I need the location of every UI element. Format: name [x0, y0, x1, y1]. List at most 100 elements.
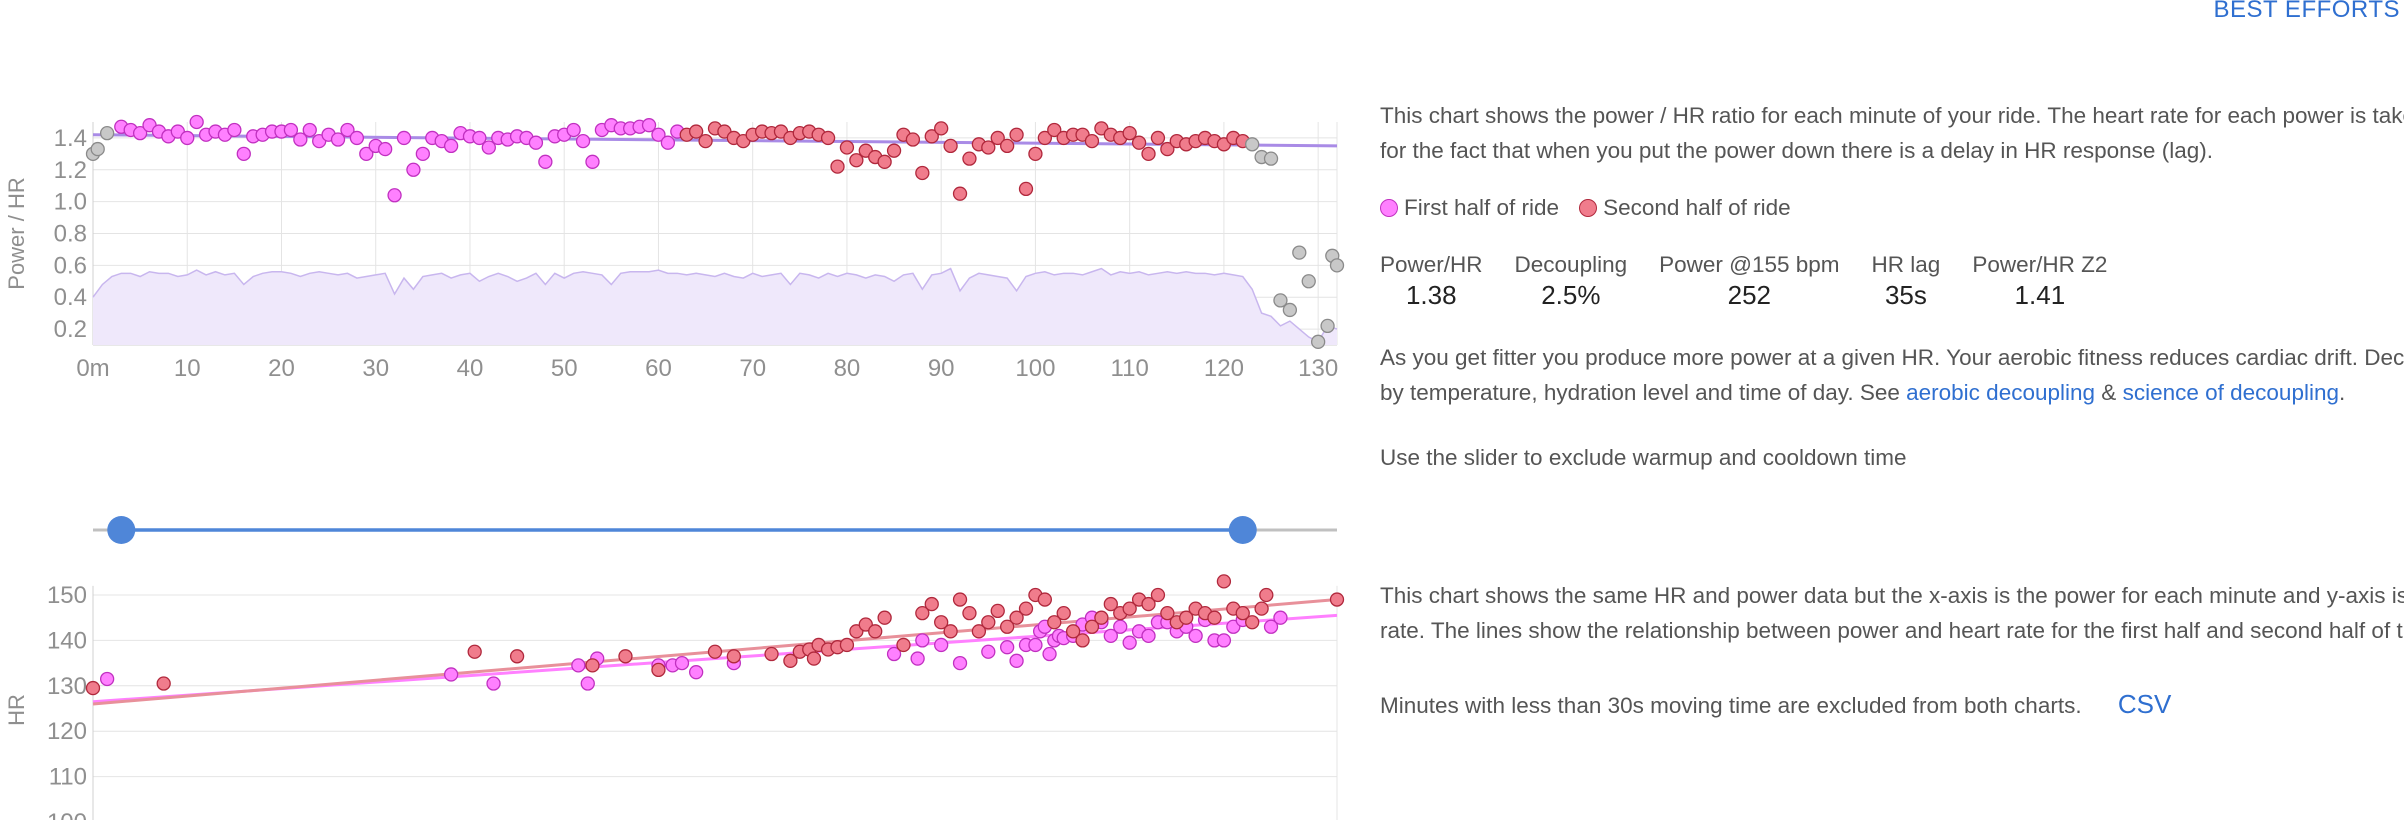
x-tick-label: 120: [1204, 355, 1244, 382]
first-half-point: [302, 122, 317, 138]
scatter-description: This chart shows the same HR and power d…: [1380, 583, 2404, 608]
first-half-point: [981, 644, 996, 659]
first-half-point: [952, 655, 968, 671]
second-half-point: [1216, 574, 1232, 589]
second-half-point: [820, 130, 836, 146]
first-half-point: [538, 154, 553, 169]
first-half-point: [486, 676, 501, 691]
second-half-point: [896, 637, 911, 653]
first-half-point: [236, 146, 251, 162]
second-half-point: [1009, 610, 1024, 625]
science-of-decoupling-link[interactable]: science of decoupling: [2122, 380, 2339, 405]
first-half-point: [1273, 610, 1288, 625]
second-half-point: [1259, 587, 1274, 603]
info-panel: This chart shows the power / HR ratio fo…: [1380, 98, 2404, 168]
aerobic-decoupling-link[interactable]: aerobic decoupling: [1906, 380, 2096, 405]
second-half-point: [905, 132, 921, 147]
first-half-point: [1122, 635, 1137, 650]
second-half-point: [726, 649, 741, 664]
ampersand: &: [2101, 380, 2117, 405]
excluded-point: [1263, 151, 1279, 166]
hr-area-fill: [93, 268, 1337, 345]
excluded-point: [1245, 137, 1260, 152]
y-tick-label: 0.4: [54, 284, 87, 311]
first-half-point: [180, 130, 195, 146]
x-tick-label: 0m: [76, 355, 109, 382]
y-tick-label: 1.0: [54, 189, 87, 216]
second-half-point: [849, 153, 864, 168]
legend-first-half-label: First half of ride: [1404, 195, 1560, 220]
second-half-point: [934, 121, 949, 136]
fitness-info: As you get fitter you produce more power…: [1380, 340, 2404, 410]
first-half-point: [934, 637, 949, 653]
second-half-point: [1018, 601, 1034, 616]
stat-value: 35s: [1884, 280, 1927, 310]
excluded-point: [1282, 302, 1298, 318]
second-half-point: [1150, 587, 1166, 603]
first-half-point: [396, 130, 412, 146]
best-efforts-link[interactable]: BEST EFFORTS: [2213, 0, 2400, 23]
slider-start-handle[interactable]: [107, 516, 136, 544]
first-half-point: [575, 133, 591, 149]
first-half-point: [189, 114, 204, 130]
first-half-point: [651, 127, 666, 142]
excluded-point: [1301, 274, 1316, 289]
second-half-point: [952, 186, 968, 201]
stat-label: HR lag: [1871, 252, 1941, 277]
legend-second-half-marker: [1579, 198, 1598, 217]
x-tick-label: 80: [834, 355, 861, 382]
first-half-point: [443, 667, 459, 682]
first-half-point: [571, 658, 586, 673]
second-half-point: [924, 596, 939, 612]
stat-label: Decoupling: [1514, 252, 1628, 277]
legend-second-half: Second half of ride: [1579, 190, 1791, 225]
x-tick-label: 100: [1015, 355, 1055, 382]
first-half-point: [1009, 653, 1024, 668]
first-half-point: [580, 676, 595, 691]
csv-download-link[interactable]: CSV: [2117, 689, 2172, 719]
y-tick-label: 140: [47, 627, 87, 654]
second-half-point: [1075, 633, 1090, 648]
first-half-point: [293, 132, 308, 147]
y-tick-label: 1.2: [54, 157, 87, 184]
first-half-point: [1103, 628, 1118, 644]
second-half-point: [707, 644, 723, 659]
x-tick-label: 10: [174, 355, 201, 382]
second-half-point: [886, 143, 902, 158]
x-tick-label: 50: [551, 355, 578, 382]
slider-hint: Use the slider to exclude warmup and coo…: [1380, 445, 1907, 470]
second-half-point: [981, 140, 996, 155]
x-tick-label: 20: [268, 355, 295, 382]
second-half-point: [1009, 127, 1024, 142]
second-half-point: [1103, 596, 1118, 612]
hr-area-line: [92, 267, 1338, 343]
second-half-point: [971, 624, 987, 639]
first-half-point: [1216, 633, 1232, 648]
legend-first-half-marker: [1380, 198, 1398, 217]
warmup-cooldown-slider[interactable]: [0, 510, 1345, 550]
stat-value: 2.5%: [1541, 280, 1601, 310]
second-half-point: [943, 624, 958, 639]
first-half-point: [387, 188, 402, 203]
first-half-point: [1113, 619, 1128, 634]
second-half-point: [85, 680, 101, 696]
first-half-point: [481, 140, 496, 155]
second-half-point: [1122, 126, 1137, 141]
first-half-point: [566, 122, 581, 138]
stat-value: 252: [1727, 280, 1772, 310]
scatter-info: This chart shows the same HR and power d…: [1380, 578, 2404, 648]
second-half-point: [806, 651, 822, 666]
y-axis-title: HR: [4, 694, 29, 726]
first-half-point: [349, 130, 365, 146]
second-half-point: [764, 646, 779, 662]
slider-end-handle[interactable]: [1228, 516, 1257, 544]
y-tick-label: 0.2: [54, 316, 87, 343]
stat-value: 1.38: [1405, 280, 1457, 310]
fitness-text-line2: by temperature, hydration level and time…: [1380, 375, 2404, 410]
second-half-point: [915, 606, 930, 621]
fitness-text-prefix: by temperature, hydration level and time…: [1380, 380, 1900, 405]
second-half-point: [1094, 610, 1109, 625]
power-hr-chart: 0.2 0.4 0.6 0.8 1.0 1.2 1.4 0m 10 20 30 40 50 60 70 80 9…: [4, 114, 1345, 382]
stat-hr-lag: HR lag 35s: [1872, 250, 1941, 310]
period: .: [2338, 380, 2346, 405]
